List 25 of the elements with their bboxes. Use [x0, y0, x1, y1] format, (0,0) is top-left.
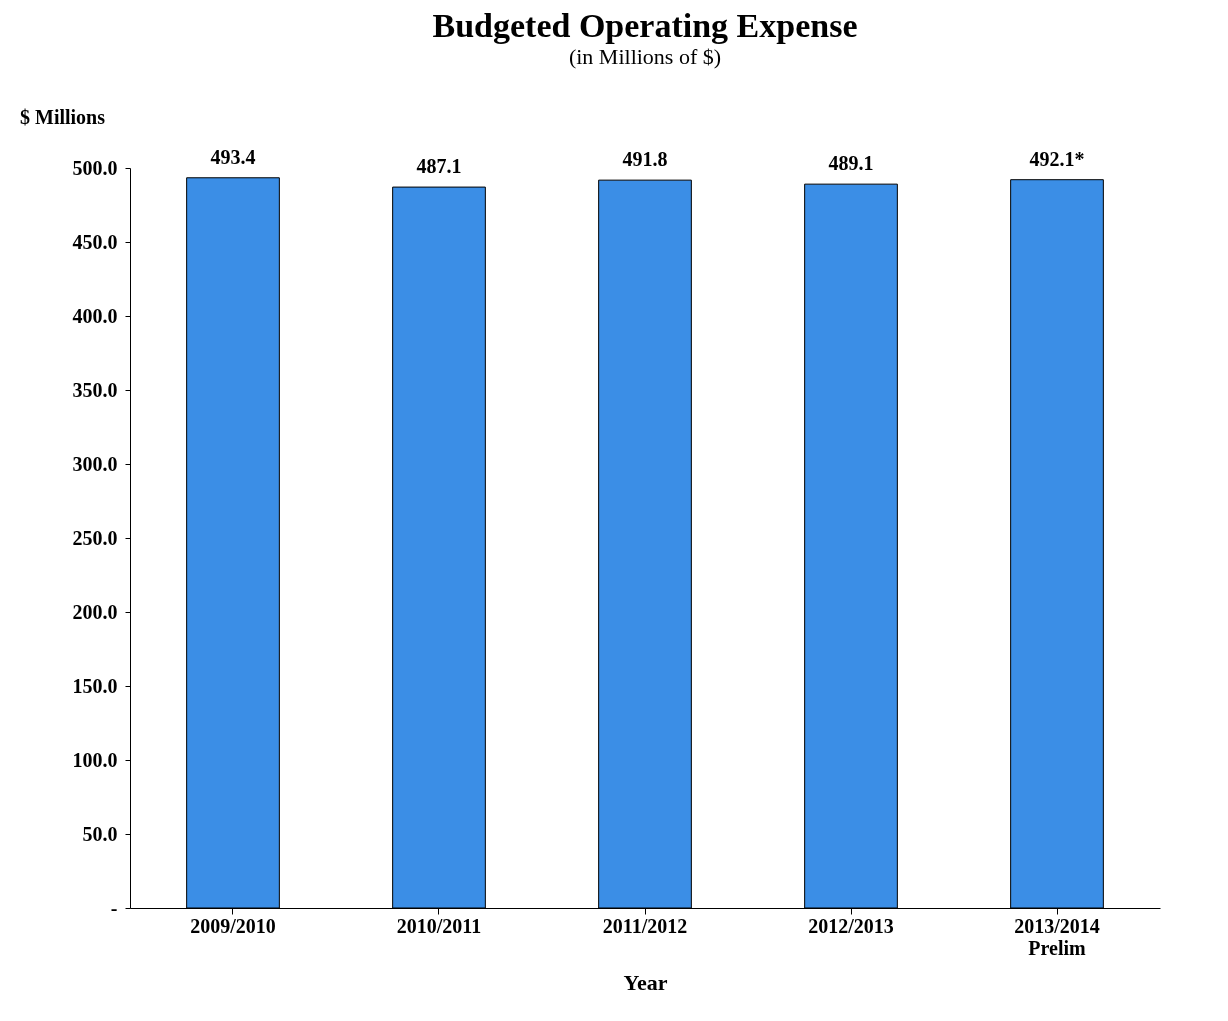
data-label: 491.8 [622, 148, 668, 171]
y-tick-label: 250.0 [72, 526, 118, 549]
y-tick-label: 350.0 [72, 378, 118, 401]
y-tick-label: 300.0 [72, 452, 118, 475]
x-tick-label: 2013/2014 Prelim [1014, 914, 1100, 959]
data-label: 492.1* [1029, 147, 1085, 170]
data-label: 493.4 [210, 145, 256, 168]
y-tick-label: 50.0 [82, 822, 118, 845]
y-tick-label: - [110, 896, 118, 919]
chart-title: Budgeted Operating Expense [432, 7, 858, 44]
y-tick-label: 450.0 [72, 230, 118, 253]
x-axis-title: Year [623, 969, 668, 995]
x-tick-label: 2012/2013 [808, 914, 894, 937]
y-tick-label: 150.0 [72, 674, 118, 697]
x-tick-label: 2011/2012 [602, 914, 688, 937]
y-tick-label: 400.0 [72, 304, 118, 327]
y-axis-title: $ Millions [20, 106, 106, 128]
y-tick-label: 200.0 [72, 600, 118, 623]
data-label: 487.1 [416, 155, 462, 178]
x-tick-label: 2010/2011 [396, 914, 482, 937]
data-label: 489.1 [828, 152, 874, 175]
y-tick-label: 500.0 [72, 156, 118, 179]
x-tick-label: 2009/2010 [190, 914, 276, 937]
y-tick-label: 100.0 [72, 748, 118, 771]
chart-subtitle: (in Millions of $) [568, 44, 722, 69]
